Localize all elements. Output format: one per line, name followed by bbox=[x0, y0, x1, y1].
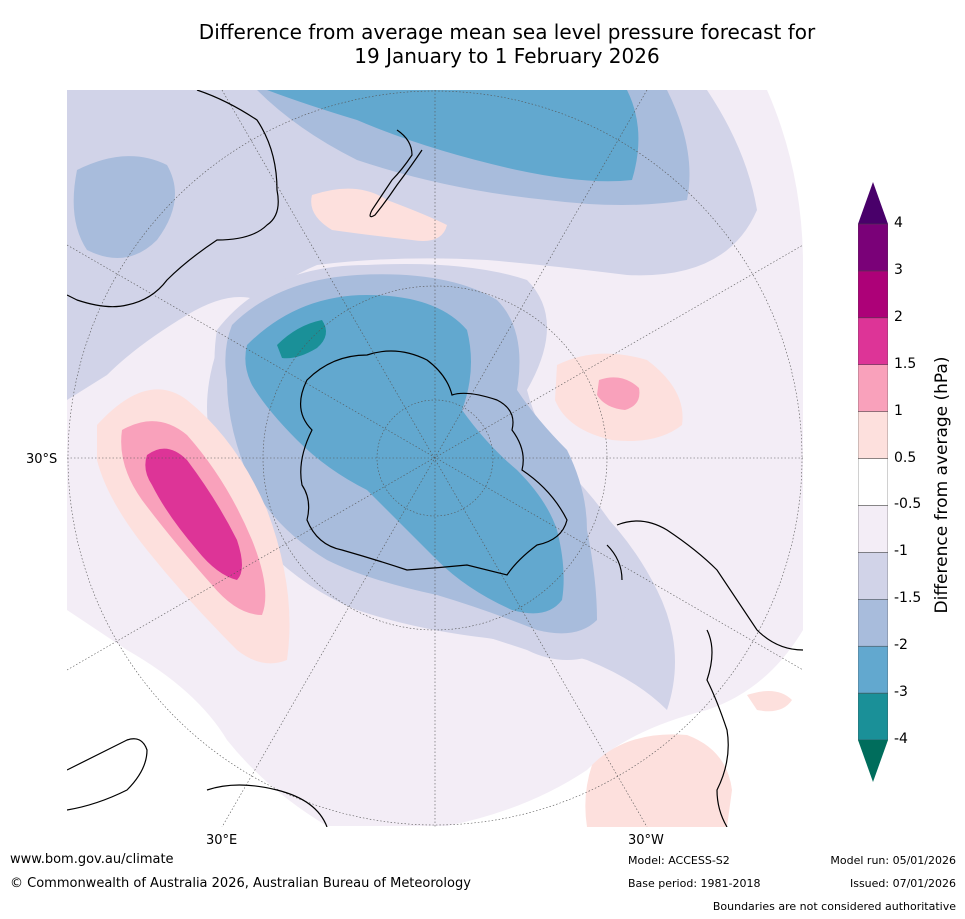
anomaly-region-plus05-south-america bbox=[585, 691, 792, 827]
footer-disclaimer: Boundaries are not considered authoritat… bbox=[712, 900, 956, 913]
africa-coast bbox=[67, 738, 328, 827]
lon-label-30e: 30°E bbox=[206, 833, 238, 848]
graticule-circle-80s bbox=[376, 399, 494, 517]
colorbar-tick-label: 1 bbox=[894, 402, 903, 419]
colorbar-tick-label: -0.5 bbox=[894, 496, 922, 513]
colorbar-tick-label: -1 bbox=[894, 543, 908, 560]
antarctica-coast bbox=[300, 350, 568, 576]
colorbar-tick-label: -1.5 bbox=[894, 590, 922, 607]
colorbar-bin bbox=[857, 364, 889, 412]
colorbar-bin bbox=[857, 270, 889, 319]
colorbar-tick-label: 0.5 bbox=[894, 449, 917, 466]
colorbar-tick-label: -2 bbox=[894, 637, 908, 654]
anomaly-region-minus3 bbox=[277, 320, 326, 359]
map-svg bbox=[67, 90, 803, 827]
coastlines bbox=[67, 90, 803, 827]
colorbar-bin bbox=[857, 458, 889, 506]
australia-coast bbox=[67, 90, 279, 308]
lat-label-30s: 30°S bbox=[26, 452, 58, 467]
colorbar-bin bbox=[857, 411, 889, 459]
colorbar-title: Difference from average (hPa) bbox=[932, 356, 952, 614]
pressure-anomaly-map bbox=[67, 90, 803, 827]
colorbar-extend-bottom bbox=[858, 740, 888, 782]
graticule bbox=[67, 90, 803, 827]
colorbar-tick-label: 1.5 bbox=[894, 355, 917, 372]
anomaly-region-plus15-indian bbox=[145, 448, 242, 580]
anomaly-region-minus2 bbox=[245, 90, 639, 614]
colorbar-tick-label: 4 bbox=[894, 215, 903, 231]
footer-website[interactable]: www.bom.gov.au/climate bbox=[10, 852, 174, 867]
colorbar-bin bbox=[857, 552, 889, 600]
colorbar-bin bbox=[857, 645, 889, 694]
colorbar-bin bbox=[857, 692, 889, 741]
colorbar bbox=[857, 182, 889, 782]
colorbar-bin bbox=[857, 599, 889, 647]
footer-base-period: Base period: 1981-2018 bbox=[628, 877, 761, 890]
colorbar-bins bbox=[857, 223, 889, 741]
footer-model: Model: ACCESS-S2 bbox=[628, 854, 730, 867]
footer-issued: Issued: 07/01/2026 bbox=[849, 877, 956, 890]
map-title-line2: 19 January to 1 February 2026 bbox=[354, 44, 660, 68]
lon-label-30w: 30°W bbox=[628, 833, 664, 848]
colorbar-tick-label: 2 bbox=[894, 308, 903, 325]
anomaly-region-plus05-tasman bbox=[311, 188, 447, 241]
colorbar-bin bbox=[857, 223, 889, 272]
footer-model-run: Model run: 05/01/2026 bbox=[830, 854, 956, 867]
south-america-coast bbox=[606, 520, 803, 827]
colorbar-extend-top bbox=[858, 182, 888, 224]
colorbar-tick-label: -4 bbox=[894, 731, 908, 747]
map-title-line1: Difference from average mean sea level p… bbox=[198, 20, 816, 44]
colorbar-tick-label: 3 bbox=[894, 261, 903, 278]
map-title: Difference from average mean sea level p… bbox=[0, 20, 965, 68]
anomaly-region-plus1-southatlantic bbox=[597, 377, 640, 410]
colorbar-bin bbox=[857, 317, 889, 365]
footer-copyright: © Commonwealth of Australia 2026, Austra… bbox=[10, 876, 471, 891]
new-zealand-coast bbox=[369, 129, 423, 218]
colorbar-svg bbox=[857, 182, 889, 782]
colorbar-tick-label: -3 bbox=[894, 684, 908, 701]
colorbar-bin bbox=[857, 505, 889, 553]
graticule-meridian-150 bbox=[67, 244, 803, 671]
